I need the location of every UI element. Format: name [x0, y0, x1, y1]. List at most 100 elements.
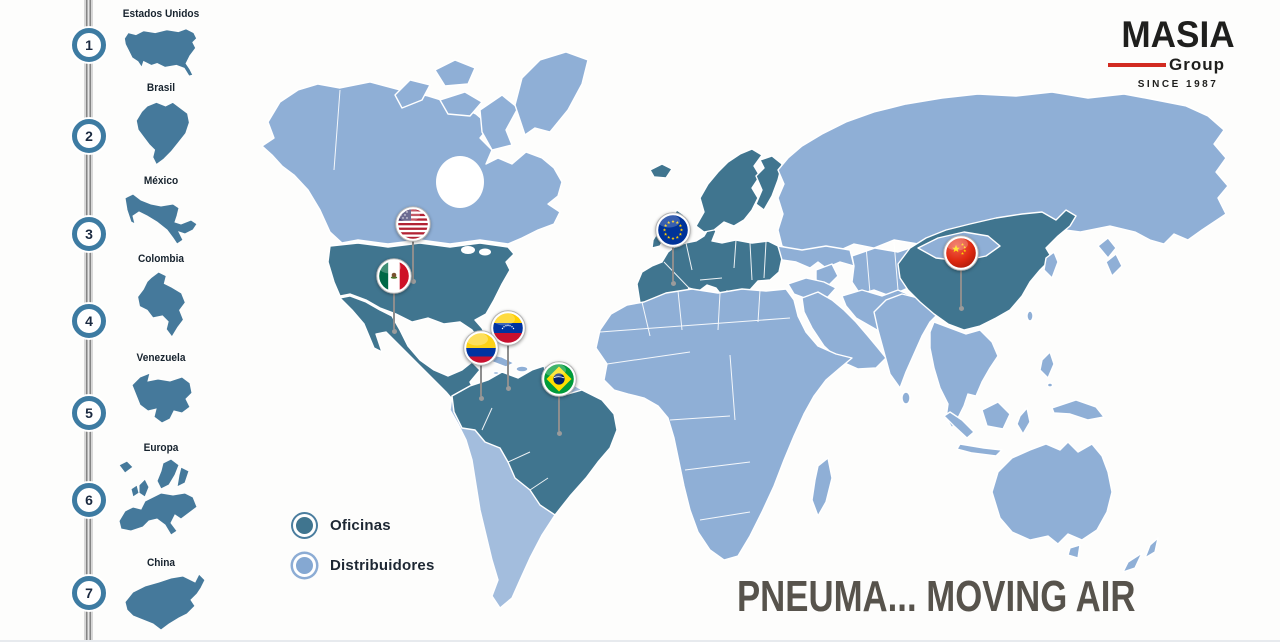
- tagline-title: PNEUMA... MOVING AIR: [737, 572, 1136, 621]
- brazil-map-icon: [135, 101, 190, 166]
- sidebar-item-label: México: [143, 175, 179, 187]
- pin-stem: [393, 291, 395, 329]
- eu-flag-icon: [655, 212, 691, 248]
- masia-group-logo: MASIA Group SINCE 1987: [1108, 16, 1248, 90]
- pin-stem: [480, 363, 482, 396]
- map-legend: Oficinas Distribuidores: [293, 511, 434, 591]
- sa-borders: [481, 407, 549, 491]
- distributor-color-dot: [293, 554, 316, 577]
- region-greenland: [514, 51, 589, 136]
- sidebar-item-venezuela: Venezuela: [100, 352, 222, 427]
- europe-map-icon: [118, 458, 198, 536]
- sidebar-item-europa: Europa: [100, 442, 222, 547]
- region-new-zealand: [1144, 537, 1159, 559]
- sidebar-item-label: China: [146, 557, 176, 569]
- legend-item-distribuidores: Distribuidores: [293, 551, 434, 580]
- pin-base-dot: [958, 306, 964, 311]
- sidebar-item-label: Venezuela: [136, 352, 186, 364]
- region-canada: [261, 81, 563, 245]
- logo-group-row: Group: [1108, 55, 1248, 75]
- legend-item-oficinas: Oficinas: [293, 511, 434, 540]
- colombia-flag-icon: [463, 330, 499, 366]
- region-java: [956, 443, 1003, 457]
- sidebar-item-colombia: Colombia: [100, 253, 222, 340]
- venezuela-map-icon: [131, 372, 193, 424]
- sidebar-item-label: Estados Unidos: [122, 8, 200, 20]
- great-lakes: [479, 248, 491, 256]
- office-color-dot: [293, 514, 316, 537]
- sidebar-item-brasil: Brasil: [100, 82, 222, 169]
- brazil-flag-icon: [541, 361, 577, 397]
- china-map-icon: [124, 573, 206, 631]
- region-usa: [327, 242, 515, 342]
- legend-label: Oficinas: [330, 517, 391, 534]
- region-scandinavia: [695, 148, 763, 233]
- region-colombia-venezuela-brazil: [451, 365, 618, 516]
- pin-base-dot: [505, 386, 511, 391]
- region-madagascar: [811, 457, 833, 517]
- region-caucasus: [815, 263, 839, 287]
- pin-stem: [558, 394, 560, 431]
- sidebar-item-china: China: [100, 557, 222, 634]
- region-baffin: [479, 94, 519, 151]
- region-finland: [755, 155, 783, 211]
- region-new-zealand: [1122, 552, 1143, 573]
- pin-stem: [412, 239, 414, 279]
- step-number-7: 7: [72, 576, 106, 610]
- legend-label: Distribuidores: [330, 557, 435, 574]
- venezuela-flag-icon: [490, 310, 526, 346]
- colombia-map-icon: [137, 271, 186, 338]
- logo-group-text: Group: [1169, 55, 1225, 74]
- region-australia: [991, 441, 1113, 545]
- usa-flag-icon: [395, 206, 431, 242]
- region-new-guinea: [1051, 399, 1105, 421]
- world-map: [261, 51, 1229, 609]
- pin-base-dot: [410, 279, 416, 284]
- region-turkey: [787, 277, 837, 301]
- region-japan: [1097, 237, 1117, 259]
- logo-brand-text: MASIA: [1121, 14, 1235, 55]
- region-japan: [1105, 253, 1123, 277]
- usa-map-icon: [123, 28, 198, 77]
- pin-base-dot: [670, 281, 676, 286]
- step-number-6: 6: [72, 483, 106, 517]
- region-arctic-islands: [439, 91, 483, 117]
- sidebar-item-label: Colombia: [137, 253, 185, 265]
- hudson-bay: [436, 156, 484, 208]
- step-number-3: 3: [72, 217, 106, 251]
- europe-borders: [663, 239, 767, 289]
- region-sulawesi: [1016, 407, 1031, 435]
- china-flag-icon: [943, 235, 979, 271]
- pin-stem: [672, 245, 674, 281]
- pin-stem: [960, 268, 962, 306]
- pin-base-dot: [556, 431, 562, 436]
- sidebar-item-label: Brasil: [146, 82, 176, 94]
- step-number-1: 1: [72, 28, 106, 62]
- logo-since-text: SINCE 1987: [1137, 79, 1219, 90]
- region-sumatra: [943, 411, 975, 439]
- region-philippines: [1039, 351, 1055, 379]
- region-arctic-islands: [394, 79, 431, 109]
- step-number-2: 2: [72, 119, 106, 153]
- great-lakes: [461, 246, 475, 254]
- pin-base-dot: [478, 396, 484, 401]
- region-tasmania: [1067, 544, 1081, 559]
- sidebar-item-estados-unidos: Estados Unidos: [100, 8, 222, 77]
- africa-borders: [599, 289, 791, 521]
- region-iceland: [649, 163, 673, 179]
- region-hispaniola: [515, 365, 529, 373]
- region-ukraine-plain: [777, 245, 855, 269]
- mexico-map-icon: [124, 193, 198, 245]
- logo-red-line: [1108, 63, 1166, 67]
- pin-stem: [507, 343, 509, 386]
- sidebar-item-label: Europa: [143, 442, 179, 454]
- alaska-border: [333, 89, 341, 171]
- step-number-4: 4: [72, 304, 106, 338]
- region-arctic-islands: [434, 59, 476, 87]
- region-sri-lanka: [901, 391, 911, 405]
- region-taiwan: [1026, 310, 1034, 322]
- region-southeast-asia: [929, 321, 999, 429]
- mexico-flag-icon: [376, 258, 412, 294]
- pin-base-dot: [391, 329, 397, 334]
